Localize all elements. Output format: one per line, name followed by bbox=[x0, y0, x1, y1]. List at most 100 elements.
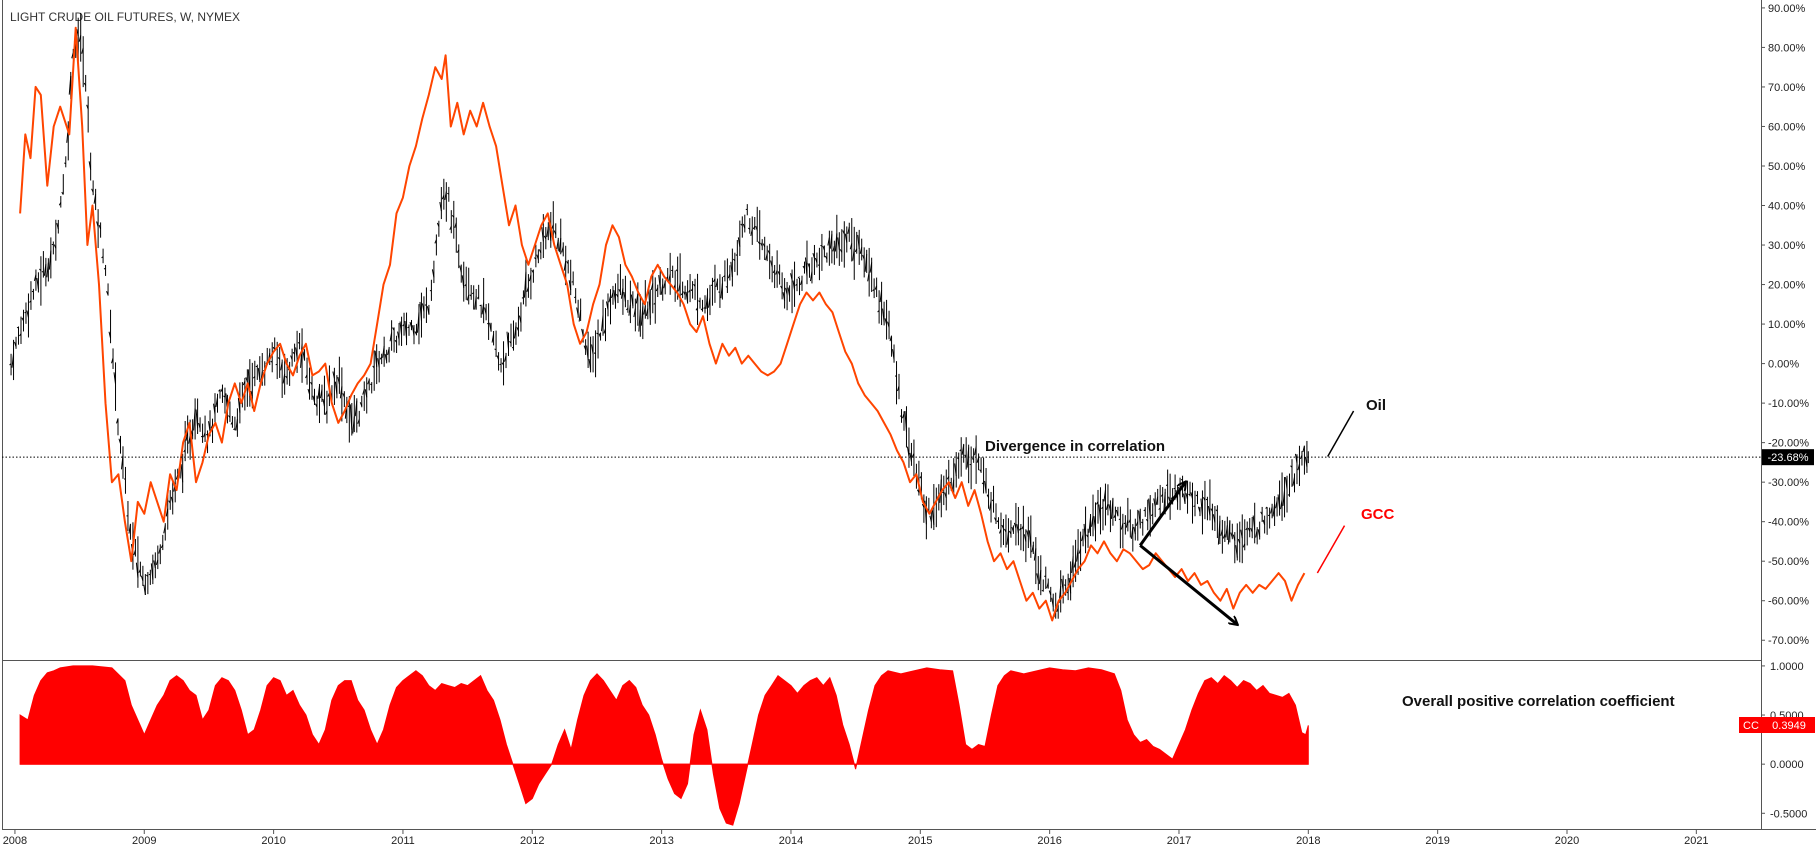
oil-bar bbox=[434, 234, 437, 256]
oil-bar bbox=[387, 346, 390, 363]
oil-bar bbox=[820, 233, 823, 271]
oil-bar bbox=[120, 446, 124, 479]
price-axis-tick-label: -60.00% bbox=[1768, 596, 1809, 608]
oil-bar bbox=[902, 411, 905, 431]
oil-bar bbox=[593, 330, 597, 378]
oil-bar bbox=[892, 344, 895, 363]
oil-bar bbox=[1277, 480, 1281, 516]
oil-bar bbox=[1103, 483, 1106, 526]
oil-bar bbox=[51, 241, 54, 255]
oil-bar bbox=[1227, 520, 1231, 545]
oil-bar bbox=[879, 281, 883, 326]
oil-bar bbox=[1257, 521, 1261, 540]
oil-bar bbox=[1048, 586, 1052, 602]
oil-bar bbox=[887, 310, 890, 340]
oil-bar bbox=[827, 230, 830, 266]
oil-bar bbox=[280, 359, 283, 398]
price-axis-tick-label: 0.00% bbox=[1768, 359, 1799, 371]
oil-bar bbox=[135, 536, 139, 588]
oil-bar bbox=[683, 285, 686, 300]
oil-bar bbox=[832, 240, 835, 265]
oil-bar bbox=[1190, 482, 1194, 524]
oil-bar bbox=[1013, 502, 1017, 546]
oil-bar bbox=[725, 258, 728, 293]
oil-bar bbox=[143, 574, 146, 596]
oil-bar bbox=[201, 423, 204, 443]
oil-bar bbox=[332, 367, 335, 405]
oil-bar bbox=[1195, 491, 1198, 505]
oil-bar bbox=[297, 332, 301, 350]
oil-bar bbox=[981, 457, 985, 494]
oil-bar bbox=[233, 416, 236, 431]
oil-bar bbox=[48, 237, 52, 279]
oil-bar bbox=[444, 182, 447, 222]
annotation-divergence: Divergence in correlation bbox=[985, 438, 1165, 455]
oil-bar bbox=[305, 357, 308, 385]
oil-bar bbox=[1031, 541, 1034, 554]
oil-bar bbox=[1141, 518, 1144, 536]
oil-bar bbox=[740, 216, 743, 238]
oil-bar bbox=[1304, 440, 1308, 473]
oil-bar bbox=[834, 214, 838, 259]
oil-bar bbox=[237, 382, 241, 424]
oil-bar bbox=[86, 96, 89, 133]
oil-bar bbox=[606, 293, 609, 317]
oil-bar bbox=[394, 335, 398, 354]
oil-bar bbox=[146, 572, 149, 595]
oil-bar bbox=[11, 339, 15, 381]
price-axis-tick-label: -10.00% bbox=[1768, 398, 1809, 410]
oil-bar bbox=[787, 285, 791, 302]
oil-bar bbox=[407, 324, 410, 336]
oil-bar bbox=[487, 303, 490, 340]
oil-bar bbox=[1165, 469, 1169, 508]
oil-bar bbox=[782, 278, 786, 309]
oil-bar bbox=[765, 245, 768, 262]
oil-bar bbox=[1023, 529, 1027, 563]
oil-bar bbox=[1193, 490, 1196, 517]
oil-bar bbox=[842, 221, 845, 268]
oil-bar bbox=[839, 229, 843, 262]
oil-bar bbox=[1265, 506, 1268, 535]
oil-bar bbox=[824, 252, 828, 263]
oil-bar bbox=[58, 196, 62, 208]
oil-bar bbox=[750, 216, 753, 245]
oil-bar bbox=[1150, 503, 1154, 525]
oil-bar bbox=[1250, 516, 1253, 539]
oil-bar bbox=[1078, 531, 1082, 572]
oil-bar bbox=[307, 367, 311, 400]
oil-bar bbox=[814, 252, 818, 268]
oil-bar bbox=[319, 384, 323, 403]
oil-bar bbox=[523, 259, 527, 307]
oil-bar bbox=[986, 488, 990, 509]
oil-bar bbox=[969, 446, 972, 490]
oil-bar bbox=[1280, 472, 1283, 521]
oil-bar bbox=[1153, 492, 1156, 518]
oil-bar bbox=[133, 538, 136, 557]
oil-bar bbox=[802, 261, 805, 274]
oil-bar bbox=[29, 281, 32, 310]
oil-bar bbox=[230, 416, 233, 428]
oil-bar bbox=[578, 298, 582, 322]
oil-bar bbox=[991, 485, 995, 513]
oil-bar bbox=[24, 302, 27, 324]
time-axis[interactable]: 2008 2009 2010 2011 2012 2013 2014 2015 2016 2017… bbox=[3, 829, 1709, 847]
oil-bar bbox=[954, 452, 957, 488]
oil-bar bbox=[501, 341, 505, 386]
oil-bar bbox=[9, 353, 12, 376]
oil-bar bbox=[439, 187, 442, 220]
oil-bar bbox=[1285, 475, 1288, 513]
price-axis-tick-label: -20.00% bbox=[1768, 438, 1809, 450]
price-axis[interactable]: -70.00% -60.00% -50.00% -40.00% -30.00% -20.0… bbox=[1761, 3, 1809, 647]
oil-bar bbox=[1272, 496, 1276, 526]
oil-bar bbox=[601, 299, 604, 336]
oil-bar bbox=[598, 332, 602, 341]
oil-bar bbox=[877, 290, 880, 324]
oil-bar bbox=[586, 331, 589, 368]
oil-bar bbox=[88, 152, 92, 181]
oil-bar bbox=[1205, 496, 1208, 521]
oil-bar bbox=[516, 306, 519, 337]
oil-bar bbox=[148, 569, 151, 585]
oil-bar bbox=[31, 288, 34, 300]
annotation-arrow bbox=[1138, 482, 1185, 547]
oil-bar bbox=[26, 293, 29, 338]
